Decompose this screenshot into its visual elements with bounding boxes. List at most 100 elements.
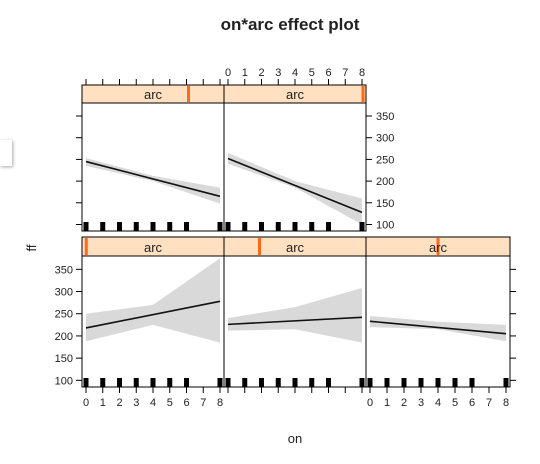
strip-level-marker xyxy=(258,238,261,255)
y-tick-label: 100 xyxy=(55,375,73,387)
rug-mark xyxy=(292,378,298,387)
strip-level-marker xyxy=(436,238,440,255)
y-tick-label: 300 xyxy=(376,133,394,145)
x-tick-label: 4 xyxy=(150,397,156,409)
x-tick-label: 3 xyxy=(133,397,139,409)
rug-mark xyxy=(225,378,231,387)
x-tick-label: 1 xyxy=(384,397,390,409)
panel-1: arc xyxy=(81,236,225,388)
x-tick-label: 7 xyxy=(200,397,206,409)
x-tick-label: 3 xyxy=(275,67,281,79)
rug-mark xyxy=(326,378,331,387)
rug-mark xyxy=(359,222,365,231)
rug-mark xyxy=(150,222,156,231)
x-tick-label: 4 xyxy=(435,397,441,409)
rug-mark xyxy=(259,378,264,387)
rug-mark xyxy=(292,222,298,231)
x-tick-label: 8 xyxy=(217,397,223,409)
y-tick-label: 200 xyxy=(55,331,73,343)
rug-mark xyxy=(184,222,189,231)
rug-mark xyxy=(418,378,424,387)
x-tick-label: 3 xyxy=(418,397,424,409)
rug-mark xyxy=(367,378,373,387)
rug-mark xyxy=(100,378,106,387)
strip-level-marker xyxy=(84,238,88,255)
y-axis-label: ff xyxy=(24,244,39,251)
y-tick-label: 350 xyxy=(55,264,73,276)
fit-line xyxy=(85,300,221,329)
x-tick-label: 0 xyxy=(83,397,89,409)
rug-mark xyxy=(242,378,248,387)
fit-line xyxy=(227,316,363,326)
rug-mark xyxy=(117,222,122,231)
x-tick-label: 5 xyxy=(167,397,173,409)
x-tick-label: 2 xyxy=(116,397,122,409)
x-tick-label: 6 xyxy=(325,67,331,79)
rug-mark xyxy=(309,222,315,231)
x-tick-label: 5 xyxy=(309,67,315,79)
strip-label: arc xyxy=(286,240,305,255)
strip-level-marker xyxy=(187,86,190,102)
y-tick-label: 150 xyxy=(376,198,394,210)
rug-mark xyxy=(452,378,458,387)
y-tick-label: 300 xyxy=(55,287,73,299)
x-tick-label: 0 xyxy=(225,67,231,79)
panel-2: arc xyxy=(223,236,367,388)
rug-mark xyxy=(259,222,264,231)
fit-line xyxy=(369,320,507,335)
x-tick-label: 2 xyxy=(258,67,264,79)
chart-title: on*arc effect plot xyxy=(221,15,360,34)
x-tick-label: 0 xyxy=(367,397,373,409)
strip-label: arc xyxy=(144,87,163,102)
fit-line xyxy=(85,160,221,198)
rug-mark xyxy=(217,378,223,387)
rug-mark xyxy=(359,378,365,387)
rug-mark xyxy=(150,378,156,387)
rug-mark xyxy=(401,378,407,387)
rug-mark xyxy=(326,222,331,231)
confidence-band xyxy=(228,152,362,225)
rug-mark xyxy=(217,222,223,231)
rug-mark xyxy=(117,378,122,387)
strip-label: arc xyxy=(144,240,163,255)
x-tick-label: 7 xyxy=(342,67,348,79)
rug-mark xyxy=(225,222,231,231)
rug-mark xyxy=(309,378,315,387)
x-axis-label: on xyxy=(288,431,302,446)
panel-3: arc xyxy=(365,236,511,388)
rug-mark xyxy=(503,378,509,387)
x-tick-label: 1 xyxy=(100,397,106,409)
rug-mark xyxy=(275,378,281,387)
panel-5: arc xyxy=(223,84,367,232)
y-tick-label: 250 xyxy=(55,309,73,321)
y-tick-label: 350 xyxy=(376,111,394,123)
panel-4: arc xyxy=(81,84,225,232)
y-tick-label: 250 xyxy=(376,154,394,166)
y-tick-label: 100 xyxy=(376,219,394,231)
rug-mark xyxy=(242,222,248,231)
rug-mark xyxy=(384,378,390,387)
rug-mark xyxy=(167,378,173,387)
confidence-band xyxy=(86,158,220,204)
x-tick-label: 2 xyxy=(401,397,407,409)
confidence-band xyxy=(370,315,506,342)
x-tick-label: 1 xyxy=(242,67,248,79)
rug-mark xyxy=(100,222,106,231)
x-tick-label: 4 xyxy=(292,67,298,79)
x-tick-label: 8 xyxy=(359,67,365,79)
x-tick-label: 6 xyxy=(183,397,189,409)
rug-mark xyxy=(435,378,441,387)
strip-label: arc xyxy=(429,240,448,255)
y-tick-label: 200 xyxy=(376,176,394,188)
x-tick-label: 8 xyxy=(503,397,509,409)
strip-label: arc xyxy=(286,87,305,102)
left-edge-widget xyxy=(0,140,12,166)
x-tick-label: 6 xyxy=(469,397,475,409)
x-tick-label: 5 xyxy=(452,397,458,409)
rug-mark xyxy=(275,222,281,231)
confidence-band xyxy=(86,258,220,343)
confidence-band xyxy=(228,287,362,343)
x-tick-label: 7 xyxy=(486,397,492,409)
